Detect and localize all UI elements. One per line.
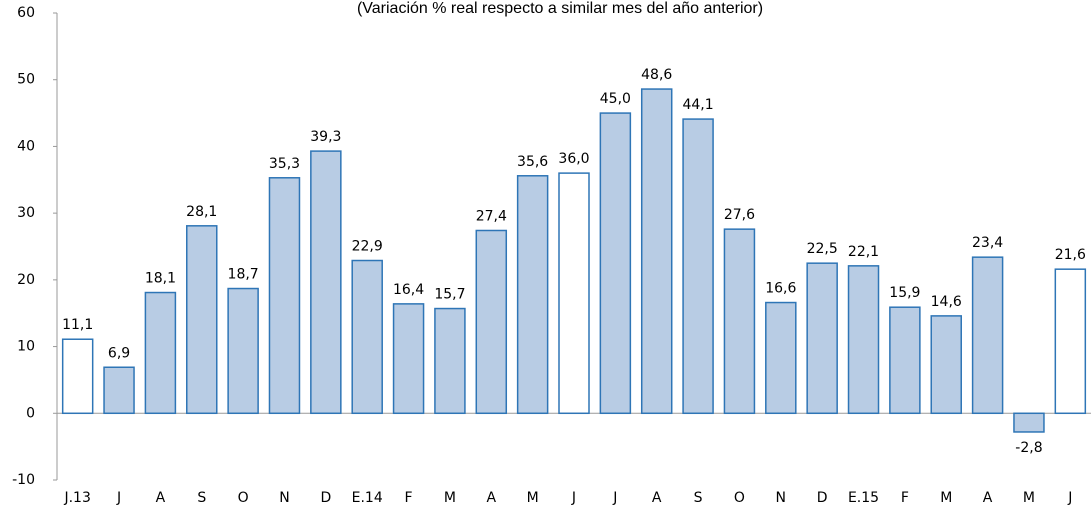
data-label: 27,6 [724,207,755,223]
data-label: 39,3 [310,129,341,145]
bar [227,287,259,415]
x-tick-label: A [156,490,166,506]
data-label: 15,7 [434,287,465,303]
bar [392,303,425,415]
bar [351,259,383,415]
bar [847,265,880,415]
data-label: 44,1 [682,97,713,113]
x-tick-label: J [116,490,121,506]
x-tick-label: J [612,490,617,506]
x-tick-label: A [983,490,993,506]
data-label: 18,7 [228,267,259,283]
bar [1054,268,1087,415]
bar [61,338,94,415]
x-tick-label: M [1023,490,1035,506]
bar [434,307,466,415]
y-tick-label: -10 [12,472,35,488]
bar [144,291,177,415]
data-label: 21,6 [1055,247,1086,263]
y-tick-label: 30 [17,205,35,221]
bar [475,229,508,415]
bar [103,366,135,415]
data-label: 45,0 [600,91,631,107]
x-tick-label: F [405,490,413,506]
data-label: 35,3 [269,156,300,172]
x-tick-label: S [197,490,206,506]
x-tick-label: E.14 [352,490,383,506]
bar [640,88,673,415]
x-tick-label: M [527,490,539,506]
data-label: 16,6 [765,281,796,297]
data-label: 18,1 [145,271,176,287]
bar [310,150,342,415]
data-label: 22,5 [807,241,838,257]
bar [558,172,590,415]
data-label: 14,6 [931,294,962,310]
x-tick-label: O [238,490,249,506]
y-tick-label: 60 [17,5,35,21]
x-tick-label: J [571,490,576,506]
x-tick-label: N [776,490,786,506]
x-tick-label: O [734,490,745,506]
data-label: 23,4 [972,235,1003,251]
bar [1013,412,1045,433]
data-label: 6,9 [108,345,130,361]
bar [765,301,797,415]
x-tick-label: J.13 [63,490,90,506]
y-tick-label: 0 [26,405,35,421]
data-label: 36,0 [558,151,589,167]
data-label: 48,6 [641,67,672,83]
data-label: 16,4 [393,282,424,298]
chart-subtitle: (Variación % real respecto a similar mes… [357,0,763,17]
data-label: 15,9 [889,285,920,301]
x-tick-label: E.15 [848,490,879,506]
data-label: 28,1 [186,204,217,220]
bar [889,306,921,415]
x-tick-label: A [486,490,496,506]
bar [806,262,838,415]
y-tick-label: 20 [17,272,35,288]
bar [930,315,962,415]
data-label: 27,4 [476,208,507,224]
data-label: -2,8 [1015,440,1042,456]
data-label: 22,1 [848,244,879,260]
x-tick-label: M [444,490,456,506]
data-label: 11,1 [62,317,93,333]
data-label: 22,9 [352,239,383,255]
bar [723,228,756,415]
x-tick-label: D [817,490,828,506]
x-tick-label: S [694,490,703,506]
data-label: 35,6 [517,154,548,170]
y-tick-label: 50 [17,72,35,88]
bar [516,175,549,415]
y-tick-label: 10 [17,339,35,355]
y-tick-label: 40 [17,138,35,154]
x-tick-label: F [901,490,909,506]
bar [599,112,632,415]
x-tick-label: M [940,490,952,506]
x-tick-label: D [320,490,331,506]
bar [186,225,218,415]
x-tick-label: A [652,490,662,506]
x-tick-label: J [1067,490,1072,506]
bar [971,256,1004,415]
x-tick-label: N [279,490,289,506]
bar [682,118,714,415]
bar [268,177,301,415]
